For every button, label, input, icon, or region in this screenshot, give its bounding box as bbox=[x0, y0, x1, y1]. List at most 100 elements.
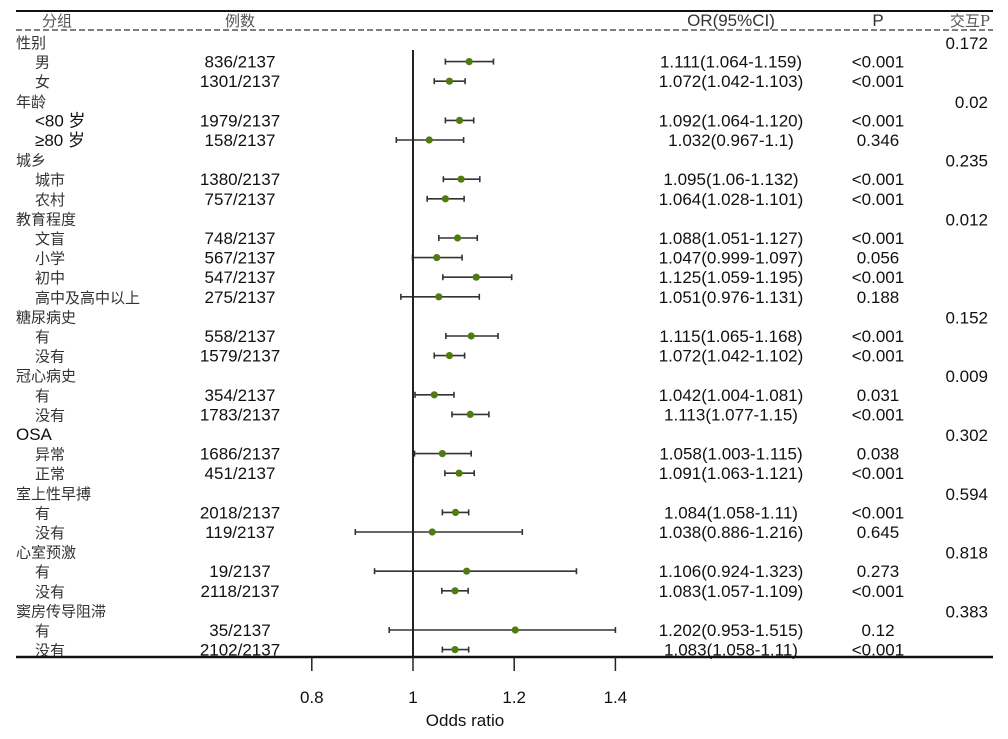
p-value: 0.188 bbox=[857, 288, 900, 307]
n-value: 451/2137 bbox=[205, 464, 276, 483]
x-axis-label: Odds ratio bbox=[426, 711, 504, 730]
or-point bbox=[451, 508, 460, 516]
n-value: 275/2137 bbox=[205, 288, 276, 307]
subgroup-label: 没有 bbox=[35, 348, 65, 366]
or-ci-value: 1.083(1.058-1.11) bbox=[664, 641, 798, 660]
or-point bbox=[435, 293, 443, 301]
or-point bbox=[465, 58, 473, 66]
subgroup-label: 有 bbox=[35, 563, 50, 581]
n-value: 2018/2137 bbox=[200, 503, 280, 522]
n-value: 2118/2137 bbox=[200, 582, 279, 601]
or-ci-value: 1.115(1.065-1.168) bbox=[659, 327, 802, 346]
p-value: 0.12 bbox=[861, 621, 894, 640]
or-ci-value: 1.058(1.003-1.115) bbox=[659, 445, 802, 464]
subgroup-row: 有 354/2137 1.042(1.004-1.081) 0.031 bbox=[35, 386, 899, 405]
subgroup-label: 农村 bbox=[35, 191, 65, 209]
or-point bbox=[463, 567, 471, 575]
n-value: 558/2137 bbox=[205, 327, 276, 346]
p-value: <0.001 bbox=[852, 53, 904, 72]
subgroup-label: 没有 bbox=[35, 583, 65, 601]
group-label: 年龄 bbox=[16, 93, 46, 111]
subgroup-row: 小学 567/2137 1.047(0.999-1.097) 0.056 bbox=[35, 249, 899, 268]
subgroup-label: 异常 bbox=[35, 446, 65, 464]
subgroup-label: 没有 bbox=[35, 406, 65, 424]
subgroup-row: 城市 1380/2137 1.095(1.06-1.132) <0.001 bbox=[35, 170, 904, 189]
p-interaction-value: 0.02 bbox=[955, 93, 988, 112]
header-p: P bbox=[872, 11, 883, 30]
p-value: <0.001 bbox=[852, 229, 904, 248]
p-value: <0.001 bbox=[852, 464, 904, 483]
subgroup-row: 没有 119/2137 1.038(0.886-1.216) 0.645 bbox=[35, 523, 899, 542]
or-point bbox=[430, 391, 438, 399]
p-value: <0.001 bbox=[852, 170, 904, 189]
or-ci-value: 1.051(0.976-1.131) bbox=[659, 288, 804, 307]
header-p-interaction: 交互P bbox=[950, 12, 990, 30]
group-label: 心室预激 bbox=[16, 544, 76, 562]
subgroup-row: 有 2018/2137 1.084(1.058-1.11) <0.001 bbox=[35, 503, 904, 522]
subgroup-label: ≥80 岁 bbox=[35, 131, 85, 150]
p-interaction-value: 0.009 bbox=[945, 367, 988, 386]
subgroup-row: 文盲 748/2137 1.088(1.051-1.127) <0.001 bbox=[35, 229, 904, 248]
p-value: <0.001 bbox=[852, 327, 904, 346]
or-ci-value: 1.064(1.028-1.101) bbox=[659, 190, 804, 209]
or-ci-value: 1.042(1.004-1.081) bbox=[659, 386, 804, 405]
or-ci-value: 1.111(1.064-1.159) bbox=[660, 53, 802, 72]
subgroup-label: 有 bbox=[35, 622, 50, 640]
group-label: 糖尿病史 bbox=[16, 308, 76, 326]
p-value: <0.001 bbox=[852, 111, 904, 130]
subgroup-row: 有 558/2137 1.115(1.065-1.168) <0.001 bbox=[35, 327, 904, 346]
subgroup-row: 没有 1579/2137 1.072(1.042-1.102) <0.001 bbox=[35, 347, 904, 366]
group-label: 室上性早搏 bbox=[16, 485, 91, 503]
group-header-row: 冠心病史 0.009 bbox=[16, 367, 988, 386]
or-ci-value: 1.088(1.051-1.127) bbox=[659, 229, 804, 248]
or-ci-value: 1.202(0.953-1.515) bbox=[659, 621, 804, 640]
or-ci-value: 1.038(0.886-1.216) bbox=[659, 523, 804, 542]
subgroup-label: 文盲 bbox=[35, 230, 65, 248]
subgroup-label: 有 bbox=[35, 328, 50, 346]
or-ci-value: 1.083(1.057-1.109) bbox=[659, 582, 804, 601]
or-point bbox=[445, 77, 454, 85]
subgroup-label: 小学 bbox=[35, 250, 65, 268]
header-or: OR(95%CI) bbox=[687, 11, 775, 30]
or-point bbox=[438, 450, 446, 458]
subgroup-label: 有 bbox=[35, 387, 50, 405]
header-n: 例数 bbox=[225, 12, 255, 30]
or-point bbox=[451, 587, 459, 595]
subgroup-row: 异常 1686/2137 1.058(1.003-1.115) 0.038 bbox=[35, 445, 899, 464]
p-value: 0.346 bbox=[857, 131, 900, 150]
group-header-row: 教育程度 0.012 bbox=[16, 210, 988, 229]
p-value: <0.001 bbox=[852, 268, 904, 287]
group-header-row: 室上性早搏 0.594 bbox=[16, 485, 988, 504]
group-label: 性别 bbox=[16, 34, 46, 52]
p-value: <0.001 bbox=[852, 503, 904, 522]
or-point bbox=[453, 234, 462, 242]
group-header-row: 糖尿病史 0.152 bbox=[16, 308, 988, 327]
header-group: 分组 bbox=[42, 12, 72, 30]
subgroup-label: 有 bbox=[35, 504, 50, 522]
or-point bbox=[511, 626, 519, 634]
p-interaction-value: 0.152 bbox=[945, 308, 988, 327]
or-ci-value: 1.072(1.042-1.102) bbox=[659, 347, 804, 366]
subgroup-label: 高中及高中以上 bbox=[35, 289, 140, 307]
n-value: 158/2137 bbox=[205, 131, 276, 150]
n-value: 547/2137 bbox=[205, 268, 276, 287]
or-point bbox=[466, 410, 474, 418]
n-value: 1686/2137 bbox=[200, 445, 280, 464]
subgroup-label: 女 bbox=[35, 73, 50, 91]
subgroup-row: 女 1301/2137 1.072(1.042-1.103) <0.001 bbox=[35, 72, 904, 91]
or-point bbox=[455, 116, 464, 124]
or-point bbox=[445, 352, 454, 360]
n-value: 119/2137 bbox=[205, 523, 275, 542]
p-interaction-value: 0.383 bbox=[945, 602, 988, 621]
or-point bbox=[425, 136, 433, 144]
group-header-row: 性别 0.172 bbox=[16, 34, 988, 53]
p-interaction-value: 0.302 bbox=[945, 426, 988, 445]
p-interaction-value: 0.012 bbox=[945, 210, 988, 229]
subgroup-label: 没有 bbox=[35, 524, 65, 542]
or-ci-value: 1.113(1.077-1.15) bbox=[664, 405, 798, 424]
subgroup-row: 高中及高中以上 275/2137 1.051(0.976-1.131) 0.188 bbox=[35, 288, 899, 307]
n-value: 1579/2137 bbox=[200, 347, 280, 366]
p-value: 0.273 bbox=[857, 562, 900, 581]
or-ci-value: 1.095(1.06-1.132) bbox=[663, 170, 798, 189]
x-tick-label: 0.8 bbox=[300, 688, 324, 707]
